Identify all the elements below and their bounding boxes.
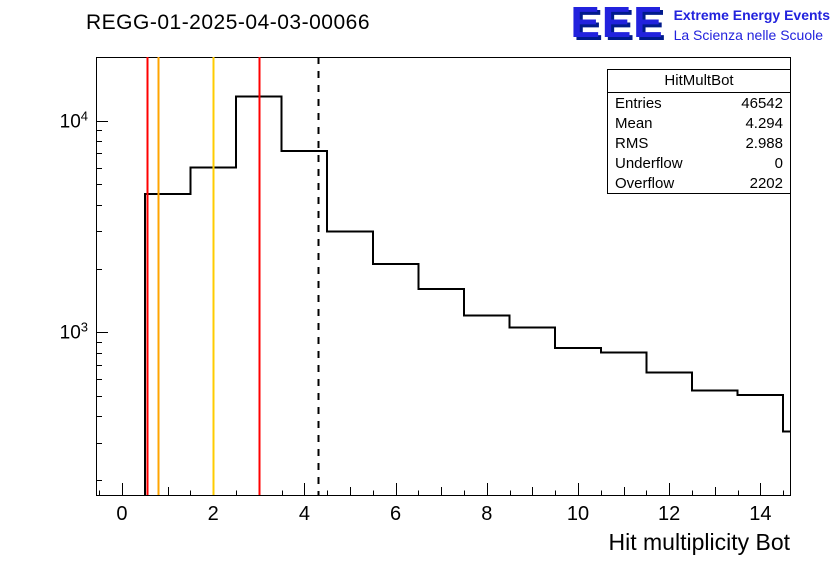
stats-value: 46542 <box>741 95 783 112</box>
stats-label: RMS <box>615 135 649 152</box>
plot-frame <box>96 57 791 496</box>
stats-row-mean: Mean 4.294 <box>608 113 790 133</box>
histogram-line <box>143 95 790 495</box>
eee-logo-line1: Extreme Energy Events <box>673 7 830 23</box>
stats-value: 2202 <box>749 175 783 192</box>
stats-value: 0 <box>774 155 783 172</box>
stats-label: Underflow <box>615 155 683 172</box>
x-axis-title: Hit multiplicity Bot <box>608 529 790 555</box>
stats-title: HitMultBot <box>608 70 790 93</box>
stats-row-rms: RMS 2.988 <box>608 133 790 153</box>
stats-value: 2.988 <box>745 135 783 152</box>
eee-logo-line2: La Scienza nelle Scuole <box>673 27 824 44</box>
eee-logo-acronym: EEE <box>570 0 665 47</box>
stats-label: Entries <box>615 95 662 112</box>
stats-value: 4.294 <box>745 115 783 132</box>
stats-row-underflow: Underflow 0 <box>608 153 790 173</box>
stats-row-entries: Entries 46542 <box>608 93 790 113</box>
eee-logo-text: Extreme Energy Events La Scienza nelle S… <box>674 5 830 46</box>
stats-label: Overflow <box>615 175 675 192</box>
eee-logo: EEE Extreme Energy Events La Scienza nel… <box>570 0 830 47</box>
plot-title: REGG-01-2025-04-03-00066 <box>86 11 370 34</box>
stats-row-overflow: Overflow 2202 <box>608 173 790 193</box>
stats-box: HitMultBot Entries 46542 Mean 4.294 RMS … <box>607 69 791 194</box>
stats-label: Mean <box>615 115 653 132</box>
